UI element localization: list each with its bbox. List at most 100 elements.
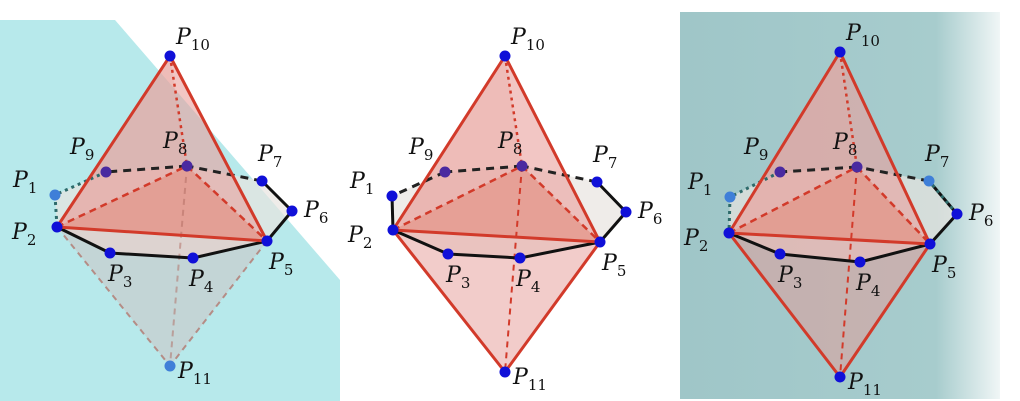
label-letter: P [177, 359, 194, 384]
label-subscript: 3 [793, 274, 803, 292]
vertex [775, 249, 786, 260]
vertex-label: P10 [175, 25, 210, 54]
vertex [855, 257, 866, 268]
vertex [925, 239, 936, 250]
vertex-label: P10 [510, 25, 545, 54]
label-subscript: 8 [513, 140, 523, 158]
vertex [165, 51, 176, 62]
vertex-label: P7 [592, 143, 617, 172]
label-subscript: 6 [653, 210, 663, 228]
label-letter: P [601, 251, 618, 276]
vertex [835, 47, 846, 58]
vertex [517, 161, 528, 172]
label-letter: P [347, 223, 364, 248]
face [393, 230, 600, 372]
label-subscript: 9 [424, 146, 434, 164]
vertex [852, 162, 863, 173]
vertex-label: P11 [512, 365, 547, 394]
label-subscript: 8 [178, 140, 188, 158]
label-letter: P [777, 263, 794, 288]
label-letter: P [931, 253, 948, 278]
figure: P1P2P3P4P5P6P7P8P9P10P11P1P2P3P4P5P6P7P8… [0, 0, 1020, 401]
vertex [952, 209, 963, 220]
label-subscript: 11 [528, 376, 547, 394]
vertex [443, 249, 454, 260]
vertex [924, 176, 935, 187]
label-subscript: 11 [863, 381, 882, 399]
label-subscript: 3 [123, 273, 133, 291]
label-subscript: 4 [871, 282, 881, 300]
vertex-label: P1 [349, 169, 374, 198]
label-subscript: 4 [204, 278, 214, 296]
label-subscript: 9 [759, 146, 769, 164]
vertex-label: P6 [637, 199, 662, 228]
label-letter: P [845, 21, 862, 46]
vertex [188, 253, 199, 264]
label-letter: P [175, 25, 192, 50]
label-letter: P [924, 142, 941, 167]
vertex [287, 206, 298, 217]
vertex-label: P7 [257, 142, 282, 171]
label-subscript: 3 [461, 274, 471, 292]
label-letter: P [188, 267, 205, 292]
label-letter: P [349, 169, 366, 194]
vertex [835, 372, 846, 383]
label-subscript: 2 [699, 237, 709, 255]
label-letter: P [510, 25, 527, 50]
label-subscript: 7 [940, 153, 950, 171]
vertex [500, 51, 511, 62]
vertex [724, 228, 735, 239]
label-letter: P [162, 129, 179, 154]
label-letter: P [408, 135, 425, 160]
vertex-label: P9 [408, 135, 433, 164]
vertex [621, 207, 632, 218]
label-subscript: 4 [531, 278, 541, 296]
vertex-label: P6 [303, 198, 328, 227]
label-subscript: 1 [703, 181, 713, 199]
vertex [257, 176, 268, 187]
label-letter: P [303, 198, 320, 223]
vertex [105, 248, 116, 259]
label-letter: P [107, 262, 124, 287]
vertex [595, 237, 606, 248]
vertex [387, 191, 398, 202]
vertex-label: P5 [601, 251, 626, 280]
label-letter: P [855, 271, 872, 296]
label-subscript: 5 [617, 262, 627, 280]
label-letter: P [445, 263, 462, 288]
vertex-label: P2 [347, 223, 372, 252]
label-subscript: 7 [273, 153, 283, 171]
vertex [440, 167, 451, 178]
label-letter: P [512, 365, 529, 390]
label-subscript: 10 [191, 36, 210, 54]
vertex [165, 361, 176, 372]
label-letter: P [515, 267, 532, 292]
label-letter: P [968, 201, 985, 226]
label-subscript: 11 [193, 370, 212, 388]
label-subscript: 10 [861, 32, 880, 50]
label-letter: P [257, 142, 274, 167]
label-subscript: 5 [947, 264, 957, 282]
vertex [515, 253, 526, 264]
label-subscript: 1 [365, 180, 375, 198]
label-letter: P [832, 130, 849, 155]
label-letter: P [592, 143, 609, 168]
vertex [775, 167, 786, 178]
label-letter: P [637, 199, 654, 224]
label-subscript: 8 [848, 141, 858, 159]
vertex [52, 222, 63, 233]
label-subscript: 2 [363, 234, 373, 252]
label-letter: P [11, 220, 28, 245]
vertex [101, 167, 112, 178]
label-letter: P [743, 135, 760, 160]
vertex [725, 192, 736, 203]
label-subscript: 7 [608, 154, 618, 172]
vertex [592, 177, 603, 188]
label-subscript: 5 [284, 261, 294, 279]
vertex [182, 161, 193, 172]
label-letter: P [497, 129, 514, 154]
label-subscript: 6 [319, 209, 329, 227]
label-letter: P [683, 226, 700, 251]
